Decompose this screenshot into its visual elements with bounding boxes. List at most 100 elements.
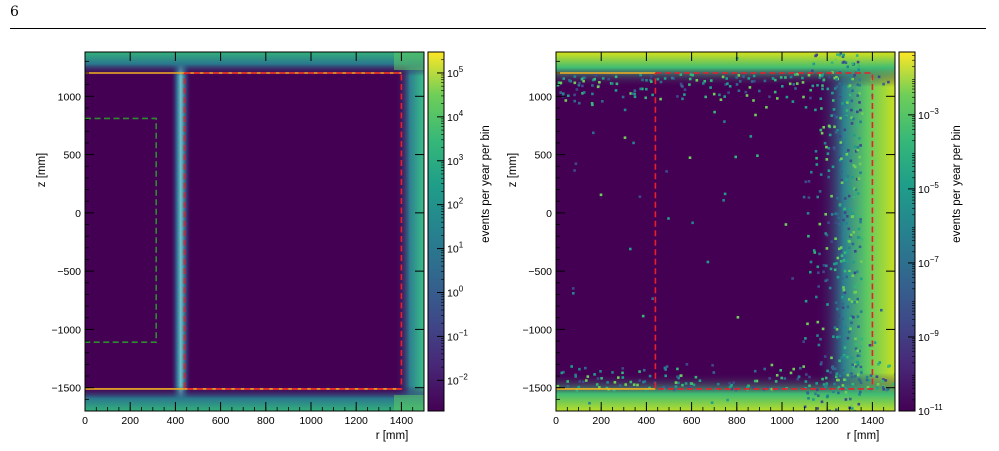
heatmap-bin [840,277,844,280]
heatmap-cells [85,52,424,411]
heatmap-bin [849,397,852,401]
heatmap-bin [753,79,756,83]
colorbar-tick-label: 104 [447,109,464,124]
heatmap-bin [641,87,644,91]
heatmap-bin [562,370,565,374]
heatmap-bin [865,378,869,382]
heatmap-bin [841,384,845,387]
heatmap-bin [581,92,584,95]
heatmap-bin [850,99,854,103]
heatmap-bin [877,75,881,79]
heatmap-bin [681,85,684,88]
heatmap-bin [840,254,844,257]
heatmap-bin [854,108,858,111]
heatmap-bin [598,81,601,84]
heatmap-bin [851,176,854,179]
heatmap-bin [825,385,828,388]
heatmap-bin [855,300,859,304]
heatmap-bin [601,100,604,103]
heatmap-bin [857,236,861,239]
heatmap-bin [859,365,863,369]
heatmap-bin [590,102,594,105]
heatmap-bin [577,83,581,87]
heatmap-bin [843,211,847,214]
heatmap-bin [808,384,811,388]
heatmap-bin [836,192,839,196]
heatmap-bin [882,388,885,391]
heatmap-bin [595,383,599,386]
heatmap-bin [806,212,810,215]
heatmap-bin [685,363,689,366]
heatmap-bin [859,381,863,384]
heatmap-bin [629,247,632,251]
heatmap-bin [828,286,832,290]
heatmap-bin [851,363,854,367]
heatmap-bin [843,251,847,254]
heatmap-bin [570,365,573,368]
heatmap-bin [663,77,667,80]
heatmap-bin [724,83,727,86]
heatmap-bin [779,76,783,79]
heatmap-bin [605,386,609,390]
heatmap-bin [838,155,842,159]
heatmap-bin [674,385,678,388]
heatmap-bin [742,75,745,78]
heatmap-bin [725,77,728,80]
heatmap-bin [633,95,637,99]
heatmap-bin [809,270,812,274]
heatmap-bin [860,277,863,281]
x-tick-label: 600 [212,415,230,427]
heatmap-bin [868,344,872,347]
heatmap-bin [849,79,853,82]
heatmap-bin [753,369,757,373]
y-tick-label: 1000 [58,91,82,103]
heatmap-bin [857,177,861,180]
heatmap-bin [884,379,888,382]
heatmap-bin [638,195,642,198]
heatmap-bin [856,349,859,352]
dashed-boundary-line [654,72,874,390]
heatmap-bin [869,374,873,377]
heatmap-bin [860,368,863,372]
heatmap-bin [832,108,836,111]
heatmap-bin [847,298,851,301]
heatmap-bin [848,208,852,211]
heatmap-bin [856,214,859,218]
heatmap-bin [841,93,844,97]
heatmap-bin [801,76,804,80]
y-tick-label: −500 [57,266,81,278]
y-tick-label: −1000 [52,324,82,336]
heatmap-bin [835,75,838,79]
heatmap-bin [788,82,792,86]
heatmap-bin [810,170,813,174]
heatmap-bin [806,391,810,395]
heatmap-bin [844,115,848,119]
heatmap-bin [846,215,849,218]
heatmap-bin [607,77,610,81]
heatmap-bin [817,394,820,397]
heatmap-bin [711,364,714,367]
heatmap-bin [815,388,819,392]
heatmap-bin [748,86,752,89]
heatmap-bin [849,159,853,163]
heatmap-bin [621,371,624,375]
heatmap-bin [676,95,679,98]
heatmap-bin [562,77,565,80]
x-tick-label: 1000 [299,415,323,427]
heatmap-bin [881,379,884,383]
heatmap-bin [830,61,834,64]
heatmap-bin [834,58,837,62]
heatmap-bin [857,64,860,68]
heatmap-band [170,52,192,411]
heatmap-bin [557,81,561,84]
colorbar-tick-label: 10−11 [918,403,943,418]
heatmap-bin [858,155,861,159]
colorbar-tick-label: 10−5 [918,181,939,196]
heatmap-bin [838,359,841,363]
heatmap-bin [595,74,598,77]
heatmap-bin [838,94,842,98]
heatmap-bin [850,116,853,119]
heatmap-bin [833,326,837,329]
heatmap-bin [826,369,829,373]
heatmap-bin [849,327,852,331]
